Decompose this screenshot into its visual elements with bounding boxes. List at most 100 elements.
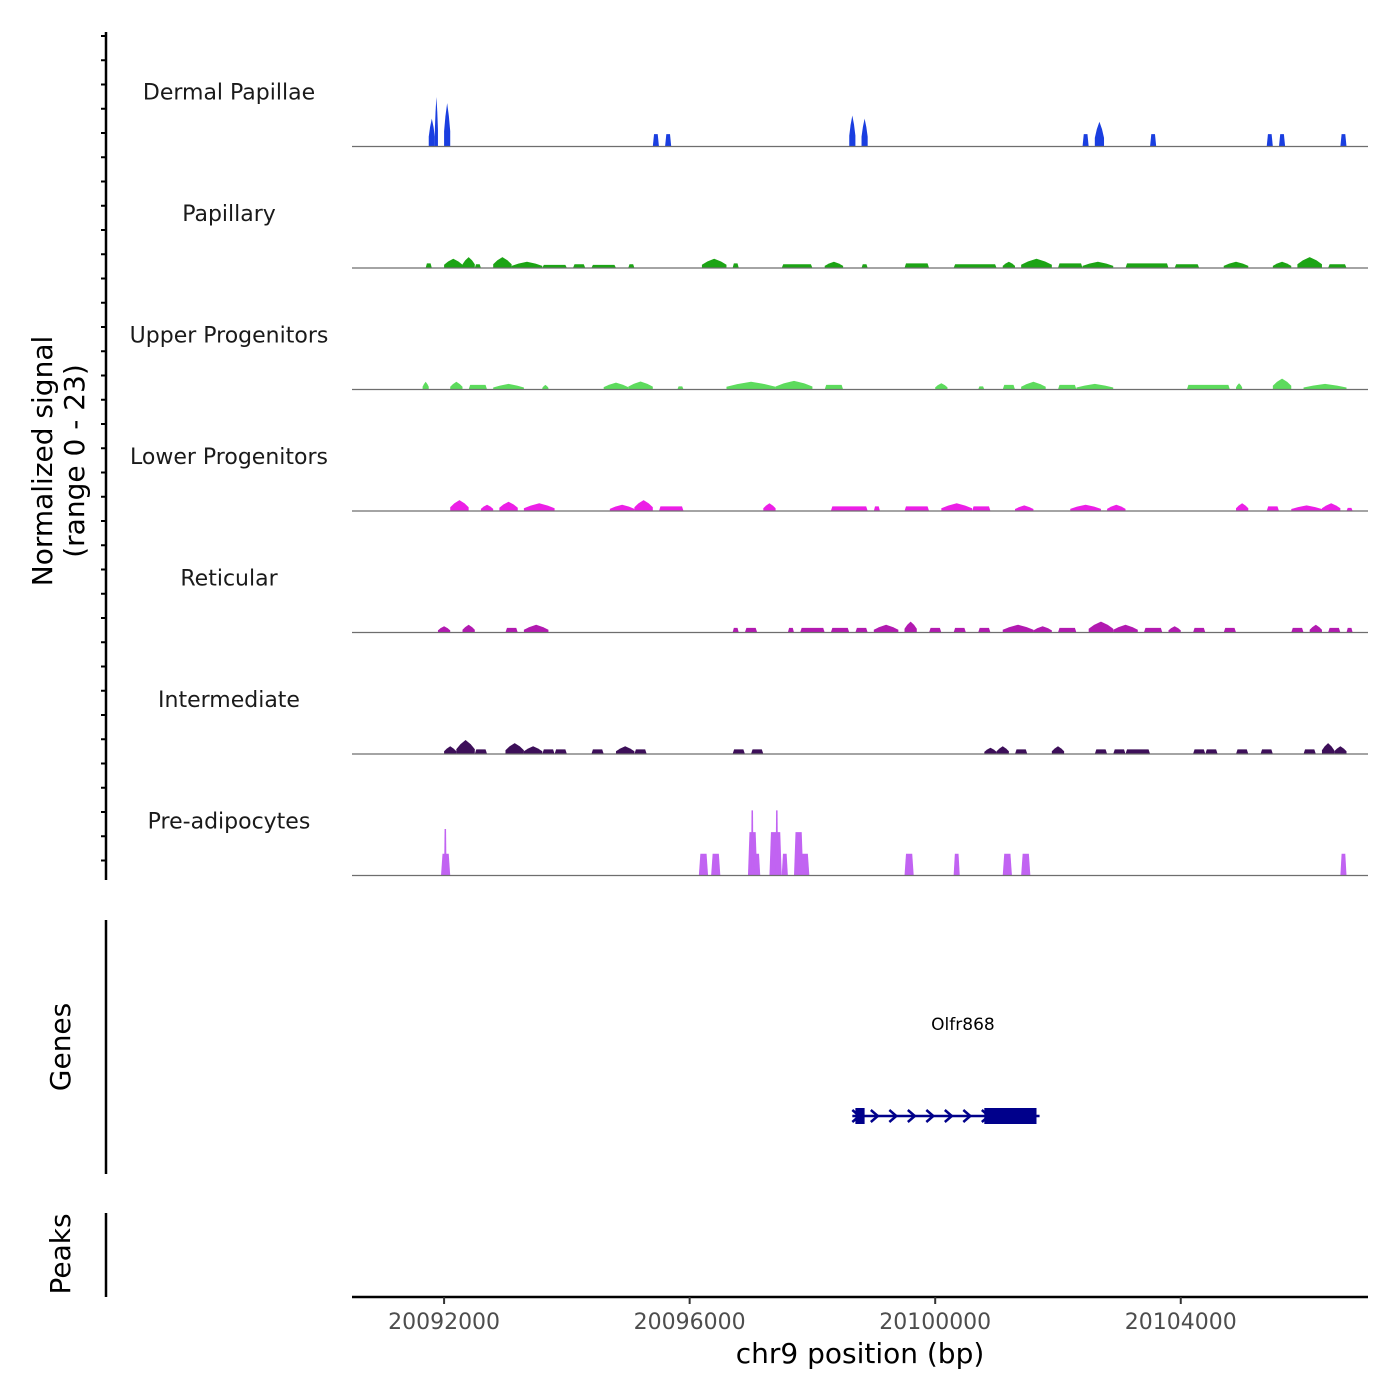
gene-exon [855, 1108, 865, 1124]
signal-peak [855, 627, 868, 633]
track-label-papillary: Papillary [182, 202, 276, 227]
track-label-intermediate: Intermediate [158, 688, 300, 713]
signal-peak [726, 381, 776, 390]
signal-peak [1236, 503, 1249, 511]
signal-peak [732, 263, 739, 268]
signal-peak [1021, 853, 1031, 876]
signal-peak [1057, 263, 1083, 268]
strand-arrow [907, 1109, 917, 1123]
signal-peak [1186, 384, 1230, 390]
signal-peak [665, 134, 672, 147]
signal-peak [523, 746, 543, 754]
signal-peak [711, 853, 721, 876]
signal-peak [615, 746, 635, 754]
signal-peak [609, 504, 635, 511]
signal-peak [744, 627, 758, 633]
track-papillary: Papillary [182, 202, 1368, 269]
genes-panel-title: Genes [44, 1003, 77, 1091]
signal-peak [1094, 749, 1108, 754]
signal-peak [751, 810, 754, 876]
signal-peak [1272, 378, 1292, 390]
signal-peak [474, 749, 488, 754]
signal-peak [1002, 384, 1016, 390]
signal-peak [1088, 621, 1114, 633]
signal-peak [698, 853, 709, 876]
signal-peak [499, 501, 518, 511]
signal-peak [873, 624, 899, 633]
strand-arrow [944, 1109, 954, 1123]
signal-peak [830, 627, 850, 633]
signal-peak [935, 383, 948, 390]
signal-peak [591, 749, 604, 754]
signal-peak [634, 500, 653, 511]
coverage-tracks: Dermal Papillae Papillary Upper Progenitor… [130, 81, 1368, 877]
signal-peak [1260, 749, 1273, 754]
signal-peak [474, 264, 481, 268]
y-axis-title-line2: (range 0 - 23) [58, 364, 91, 558]
signal-peak [542, 384, 549, 390]
gene-name-label: Olfr868 [931, 1015, 995, 1035]
signal-peak [1278, 134, 1286, 147]
track-upper-progenitors: Upper Progenitors [130, 324, 1368, 391]
signal-peak [984, 747, 997, 754]
signal-peak [1291, 505, 1322, 511]
signal-peak [1174, 264, 1200, 268]
signal-peak [1113, 749, 1126, 754]
signal-peak [1346, 507, 1353, 511]
signal-peak [953, 264, 997, 268]
signal-peak [462, 624, 475, 633]
signal-peak [701, 258, 727, 268]
signal-peak [751, 749, 764, 754]
signal-peak [1125, 749, 1151, 754]
signal-peak [1205, 749, 1218, 754]
gene-olfr868: Olfr868 [851, 1015, 1040, 1124]
signal-peak [1076, 383, 1114, 390]
signal-peak [775, 380, 813, 390]
signal-peak [873, 506, 880, 511]
signal-peak [1266, 134, 1273, 147]
signal-peak [428, 118, 435, 147]
signal-peak [732, 749, 745, 754]
signal-peak [628, 381, 653, 390]
signal-peak [996, 746, 1009, 754]
signal-peak [1303, 749, 1316, 754]
signal-peak [941, 503, 973, 511]
track-pre-adipocytes: Pre-adipocytes [148, 810, 1368, 877]
signal-peak [444, 258, 463, 268]
signal-peak [800, 853, 810, 876]
signal-peak [861, 264, 868, 268]
peaks-panel-title: Peaks [44, 1213, 77, 1294]
signal-peak [953, 853, 960, 876]
gene-exon [984, 1108, 1037, 1124]
signal-peak [929, 627, 942, 633]
signal-peak [1033, 626, 1052, 633]
signal-peak [1082, 134, 1089, 147]
signal-peak [824, 384, 844, 390]
strand-arrow [962, 1109, 973, 1123]
signal-peak [1094, 121, 1105, 147]
signal-peak [511, 261, 543, 268]
track-label-pre-adipocytes: Pre-adipocytes [148, 810, 311, 835]
signal-peak [978, 386, 985, 390]
x-axis: 20092000 20096000 20100000 20104000 [352, 1295, 1368, 1335]
signal-peak [468, 384, 488, 390]
signal-peak [480, 504, 494, 511]
signal-peak [456, 740, 475, 754]
signal-peak [1057, 384, 1077, 390]
signal-peak [542, 264, 567, 268]
signal-peak [904, 263, 930, 268]
genes-panel: Olfr868 [104, 920, 1040, 1174]
signal-peak [1223, 261, 1249, 268]
signal-peak [1321, 503, 1341, 511]
y-axis-title-line1: Normalized signal [26, 336, 59, 587]
signal-peak [444, 829, 447, 876]
signal-peak [523, 624, 549, 633]
signal-peak [904, 853, 914, 876]
signal-peak [505, 743, 524, 754]
signal-peak [652, 134, 659, 147]
signal-peak [972, 506, 991, 511]
signal-peak [1309, 624, 1322, 633]
signal-peak [1113, 624, 1138, 633]
signal-peak [523, 503, 555, 511]
